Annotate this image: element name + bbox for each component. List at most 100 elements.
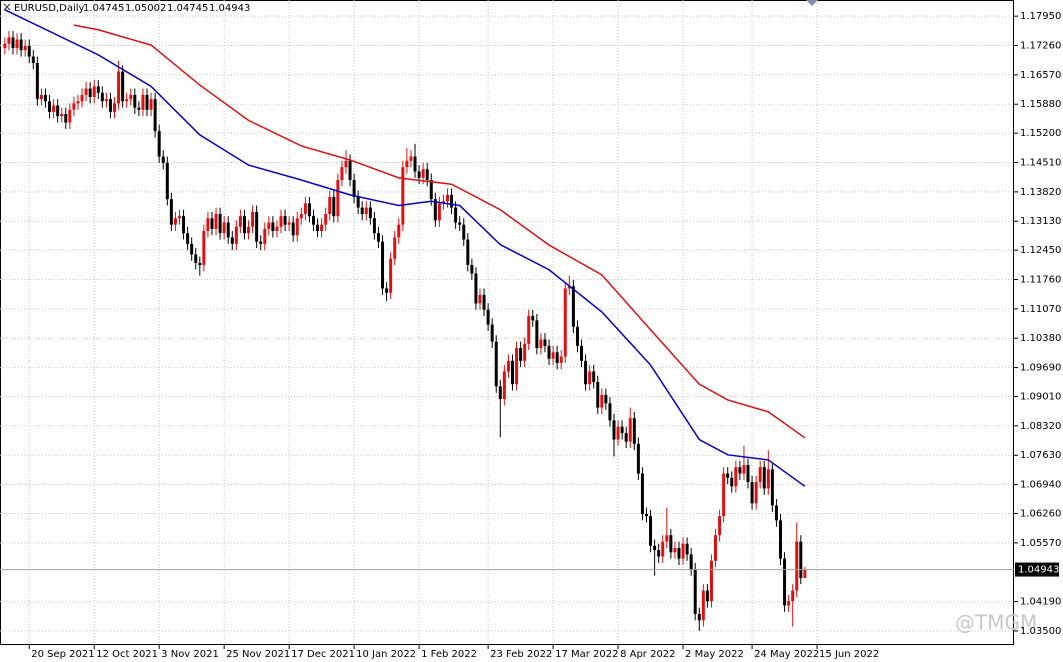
candle-body xyxy=(368,207,372,219)
y-tick-label: 1.07630 xyxy=(1020,450,1061,461)
candle-body xyxy=(360,207,364,215)
candle-body xyxy=(157,131,161,157)
candle-body xyxy=(722,473,726,517)
candle-body xyxy=(608,403,612,421)
x-tick-label: 8 Apr 2022 xyxy=(620,649,675,660)
candle-body xyxy=(454,207,458,223)
candle-body xyxy=(515,348,519,385)
candle-body xyxy=(307,203,311,217)
candle-body xyxy=(551,352,555,359)
candle-body xyxy=(190,243,194,255)
candle-body xyxy=(409,156,413,161)
candle-body xyxy=(222,222,226,234)
candle-body xyxy=(620,426,624,434)
candle-body xyxy=(92,86,96,98)
candle-body xyxy=(559,356,563,363)
y-tick-label: 1.12450 xyxy=(1020,245,1061,256)
high: 1.05002 xyxy=(125,3,166,14)
candle-body xyxy=(466,239,470,266)
candle-body xyxy=(486,309,490,325)
candle-body xyxy=(665,535,669,542)
candle-body xyxy=(173,218,177,225)
candle-body xyxy=(624,433,628,442)
candle-body xyxy=(295,218,299,236)
candle-body xyxy=(523,343,527,361)
candle-body xyxy=(283,216,287,225)
candle-body xyxy=(76,101,80,104)
candle-body xyxy=(324,214,328,225)
candle-body xyxy=(669,535,673,553)
candle-body xyxy=(580,345,584,361)
candle-body xyxy=(68,109,72,123)
candle-body xyxy=(417,171,421,178)
candle-body xyxy=(385,288,389,293)
candle-body xyxy=(291,222,295,236)
price-tag xyxy=(1015,562,1059,577)
candle-body xyxy=(328,196,332,215)
candle-body xyxy=(255,211,259,242)
candle-body xyxy=(336,179,340,217)
candle-body xyxy=(60,114,64,117)
candle-body xyxy=(588,371,592,385)
candle-body xyxy=(271,222,275,232)
candle-body xyxy=(681,543,685,559)
candle-body xyxy=(35,62,39,100)
candle-body xyxy=(567,286,571,289)
candle-body xyxy=(108,99,112,112)
candle-body xyxy=(714,535,718,561)
candle-body xyxy=(705,590,709,602)
candle-body xyxy=(141,94,145,110)
y-tick-label: 1.09690 xyxy=(1020,363,1061,374)
candle-body xyxy=(11,37,15,49)
candle-body xyxy=(726,473,730,478)
y-tick-label: 1.06940 xyxy=(1020,480,1061,491)
candle-body xyxy=(531,316,535,321)
candle-body xyxy=(673,547,677,553)
y-tick-label: 1.13820 xyxy=(1020,187,1061,198)
candle-body xyxy=(113,103,117,112)
candle-body xyxy=(356,196,360,208)
plot-frame xyxy=(0,0,1014,645)
candle-body xyxy=(348,160,352,180)
candle-body xyxy=(251,211,255,227)
y-tick-label: 1.17260 xyxy=(1020,41,1061,52)
candle-body xyxy=(165,162,169,200)
candle-body xyxy=(186,233,190,244)
candle-body xyxy=(644,513,648,517)
candle-body xyxy=(575,326,579,346)
candle-body xyxy=(535,320,539,349)
candle-body xyxy=(198,262,202,266)
candle-body xyxy=(425,169,429,180)
candle-body xyxy=(734,467,738,487)
candle-body xyxy=(214,214,218,229)
candle-body xyxy=(31,56,35,63)
candle-body xyxy=(462,224,466,240)
candle-body xyxy=(799,541,803,578)
candle-body xyxy=(7,37,11,44)
candle-body xyxy=(730,477,734,487)
candle-body xyxy=(433,199,437,221)
candle-body xyxy=(218,214,222,234)
candle-body xyxy=(709,560,713,602)
candle-body xyxy=(787,601,791,606)
y-tick-label: 1.16570 xyxy=(1020,70,1061,81)
candle-body xyxy=(259,241,263,244)
y-tick-label: 1.05570 xyxy=(1020,538,1061,549)
candle-body xyxy=(494,341,498,387)
candle-body xyxy=(539,339,543,349)
moving-average xyxy=(4,9,806,487)
candle-body xyxy=(88,88,92,98)
candle-body xyxy=(458,222,462,225)
candle-body xyxy=(649,516,653,546)
candle-body xyxy=(616,426,620,440)
candle-body xyxy=(693,569,697,614)
x-tick-label: 23 Feb 2022 xyxy=(490,649,552,660)
open: 1.04745 xyxy=(83,3,124,14)
y-tick-label: 1.17950 xyxy=(1020,11,1061,22)
x-tick-label: 17 Dec 2021 xyxy=(291,649,355,660)
candle-body xyxy=(125,99,129,102)
candle-body xyxy=(657,550,661,557)
candle-body xyxy=(72,103,76,110)
candle-body xyxy=(661,541,665,557)
candle-body xyxy=(795,541,799,591)
